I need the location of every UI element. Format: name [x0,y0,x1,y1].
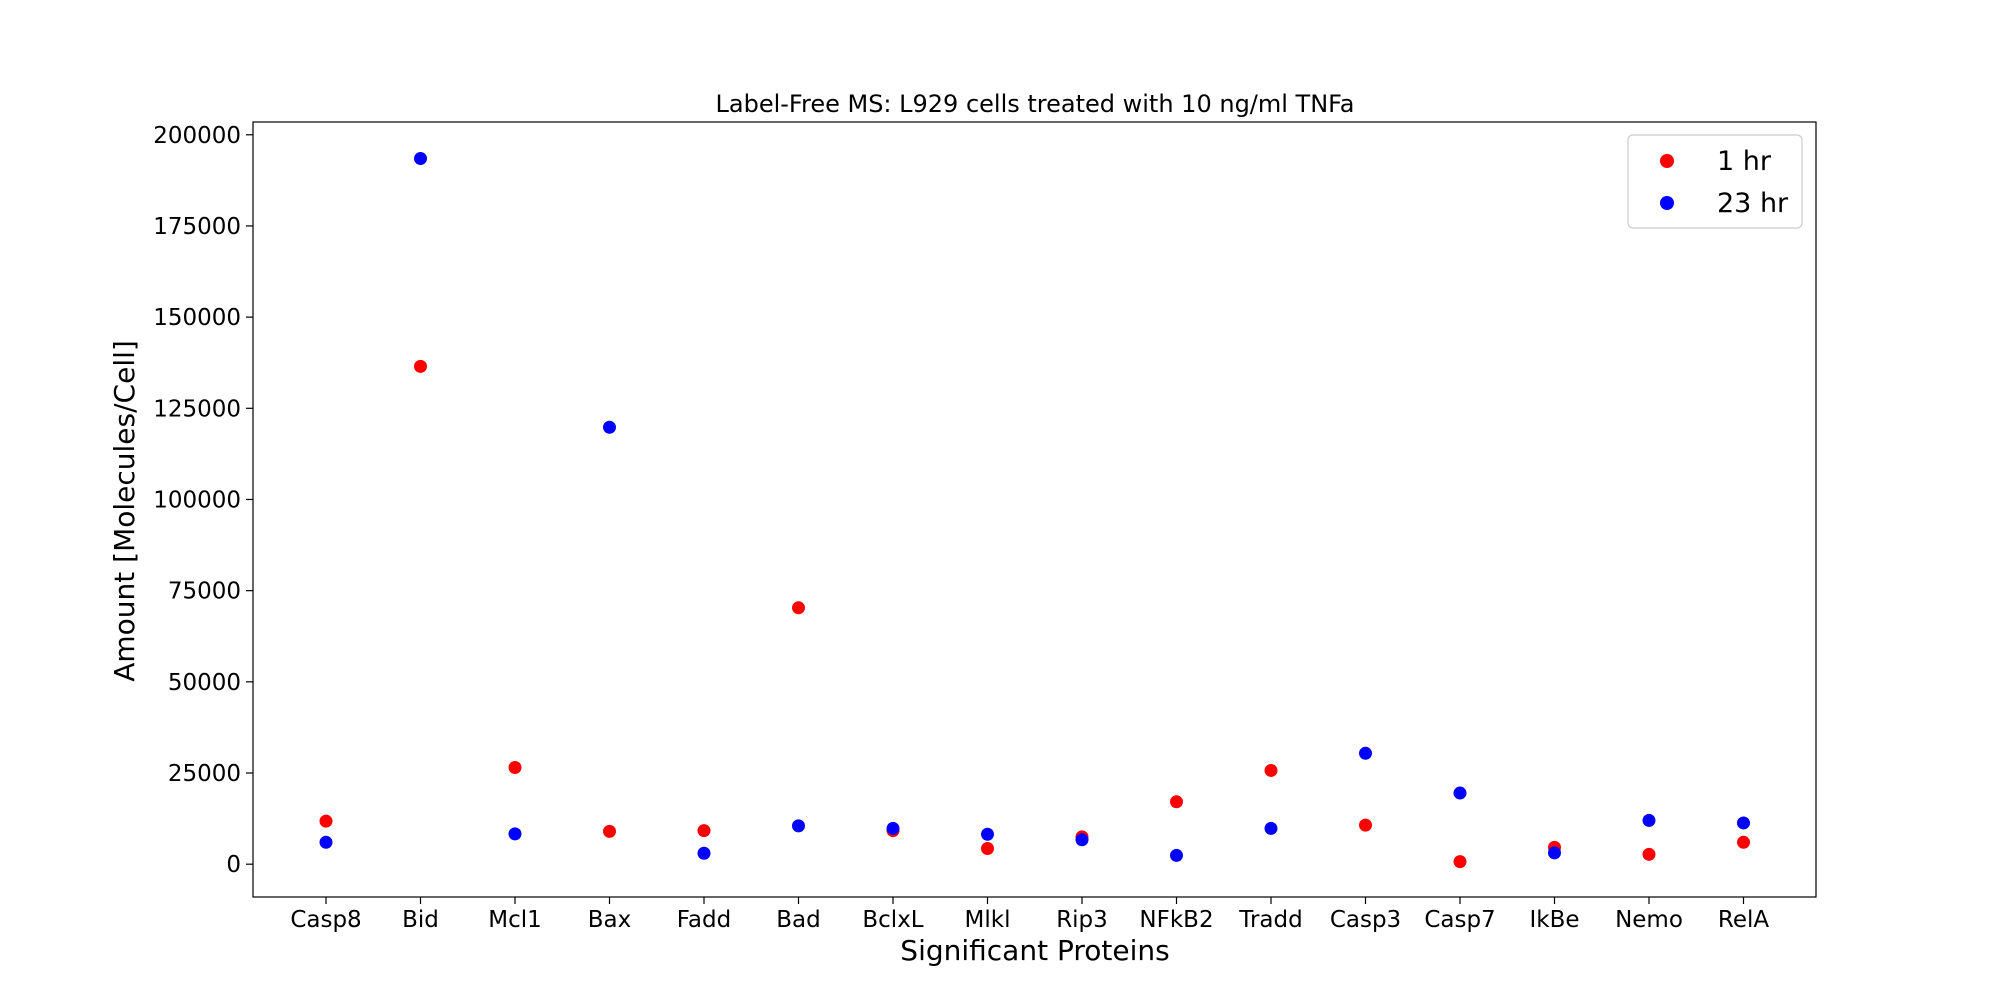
x-tick-label: Casp8 [290,907,361,933]
x-tick-label: Mlkl [965,907,1011,933]
data-point-1hr-rela [1737,835,1750,849]
x-tick-label: Bax [588,907,631,933]
legend: 1 hr 23 hr [1627,134,1803,229]
data-point-23hr-casp8 [319,835,333,849]
legend-label-1hr: 1 hr [1717,146,1772,177]
data-point-23hr-rip3 [1075,833,1089,847]
chart-title: Label-Free MS: L929 cells treated with 1… [716,90,1355,118]
data-point-1hr-nemo [1642,847,1656,861]
data-point-23hr-ikbe [1548,846,1561,860]
data-point-23hr-nfkb2 [1170,848,1183,862]
data-point-23hr-bid [414,151,427,165]
data-point-23hr-casp7 [1453,786,1467,800]
x-tick-label: RelA [1718,907,1769,933]
x-tick-label: Bad [776,907,820,933]
x-tick-label: IkBe [1529,907,1579,933]
x-tick-label: Tradd [1238,907,1302,933]
data-point-1hr-fadd [697,824,711,838]
x-axis-label: Significant Proteins [900,934,1169,967]
data-point-23hr-bclxl [886,821,900,835]
y-tick-label: 175000 [153,214,241,240]
y-axis-label: Amount [Molecules/Cell] [108,340,141,682]
y-tick-label: 200000 [153,123,241,149]
x-tick-label: Bid [402,907,439,933]
data-point-23hr-mcl1 [508,827,522,841]
data-point-1hr-mcl1 [508,761,522,775]
y-tick-label: 100000 [153,487,241,513]
y-axis-ticks: 0 25000 50000 75000 100000 125000 150000 175000… [153,123,253,878]
data-point-23hr-bad [792,819,805,833]
y-tick-label: 25000 [168,761,241,787]
data-point-23hr-rela [1737,816,1750,830]
x-tick-label: Casp3 [1330,907,1401,933]
data-point-1hr-bad [792,601,805,615]
data-point-1hr-casp8 [319,814,333,828]
y-tick-label: 125000 [153,396,241,422]
data-point-1hr-casp3 [1359,818,1372,832]
data-point-1hr-casp7 [1453,855,1467,869]
y-tick-label: 50000 [168,670,241,696]
x-tick-label: Fadd [677,907,731,933]
y-tick-label: 0 [226,852,241,878]
data-point-1hr-mlkl [981,841,994,855]
data-point-23hr-nemo [1642,813,1656,827]
y-tick-label: 150000 [153,305,241,331]
x-tick-label: Nemo [1615,907,1683,933]
legend-label-23hr: 23 hr [1717,188,1789,219]
legend-marker-1hr [1660,154,1674,168]
x-tick-label: NFkB2 [1139,907,1213,933]
data-point-1hr-tradd [1264,763,1278,777]
data-point-1hr-bid [414,359,427,373]
data-point-23hr-tradd [1264,821,1278,835]
data-point-23hr-fadd [697,846,711,860]
x-tick-label: BclxL [862,907,923,933]
data-points [319,151,1750,869]
x-tick-label: Casp7 [1424,907,1495,933]
data-point-23hr-bax [603,420,616,434]
data-point-1hr-bax [603,824,616,838]
data-point-1hr-nfkb2 [1170,795,1183,809]
x-tick-label: Rip3 [1056,907,1108,933]
y-tick-label: 75000 [168,579,241,605]
plot-frame [252,121,1817,898]
data-point-23hr-casp3 [1359,746,1372,760]
data-point-23hr-mlkl [981,827,994,841]
legend-marker-23hr [1660,196,1674,210]
x-tick-label: Mcl1 [488,907,542,933]
x-axis-ticks: Casp8 Bid Mcl1 Bax Fadd Bad BclxL Mlkl Rip3 NFkB2… [290,897,1769,933]
